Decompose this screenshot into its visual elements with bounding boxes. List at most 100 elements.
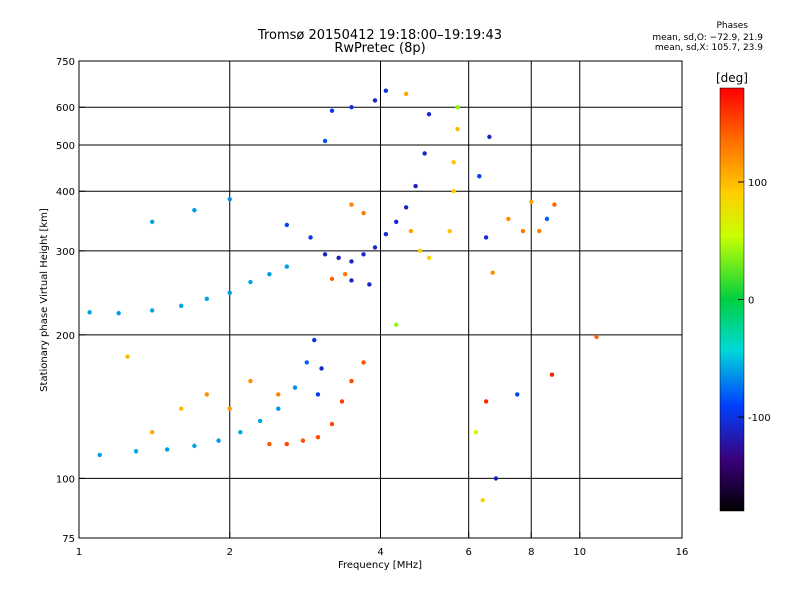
data-point: [594, 334, 599, 340]
data-point: [315, 392, 321, 397]
data-point: [361, 210, 366, 216]
data-point: [483, 399, 489, 404]
data-point: [284, 222, 290, 228]
colorbar-ticks: 100 0 -100: [738, 178, 771, 424]
y-tick-label: 300: [56, 247, 75, 258]
data-point: [349, 278, 354, 283]
data-point: [506, 216, 511, 222]
colorbar-label: [deg]: [716, 71, 748, 85]
data-point: [308, 235, 313, 240]
data-point: [447, 228, 452, 234]
data-point: [451, 160, 456, 165]
data-point: [227, 290, 232, 295]
x-axis-label: Frequency [MHz]: [338, 560, 422, 571]
phase-o-stats: mean, sd,O: −72.9, 21.9: [652, 33, 763, 43]
data-point: [394, 219, 399, 225]
colorbar-tick-label: 0: [748, 296, 754, 307]
data-point: [204, 296, 210, 301]
data-point: [473, 429, 479, 435]
data-point: [367, 282, 372, 287]
data-point: [322, 252, 328, 257]
data-point: [426, 112, 432, 117]
data-point: [477, 174, 482, 179]
data-point: [349, 259, 354, 264]
data-point: [493, 476, 499, 481]
data-point: [179, 406, 184, 411]
data-point: [361, 252, 366, 257]
data-point: [455, 126, 460, 132]
y-tick-label: 500: [56, 141, 75, 152]
x-tick-label: 2: [227, 547, 233, 558]
data-point: [149, 219, 155, 225]
y-tick-label: 200: [56, 331, 75, 342]
y-tick-label: 400: [56, 187, 75, 198]
data-point: [87, 310, 92, 315]
data-point: [322, 138, 328, 144]
data-point: [537, 228, 542, 234]
x-tick-label: 10: [573, 547, 586, 558]
data-point: [267, 441, 272, 447]
data-point: [329, 108, 335, 113]
data-point: [329, 421, 335, 427]
data-point: [413, 183, 418, 189]
data-point: [349, 202, 354, 207]
colorbar-tick-label: 100: [748, 178, 767, 189]
data-point: [304, 360, 309, 365]
data-point: [267, 271, 272, 277]
phase-x-stats: mean, sd,X: 105.7, 23.9: [654, 43, 763, 53]
data-point: [361, 360, 366, 365]
data-point: [544, 216, 550, 222]
data-point: [227, 406, 232, 411]
data-point: [451, 189, 456, 194]
data-point: [179, 303, 184, 309]
data-point: [248, 279, 253, 285]
colorbar-tick-label: -100: [748, 413, 771, 424]
data-point: [336, 255, 341, 261]
data-point: [490, 270, 495, 275]
y-tick-label: 100: [56, 474, 75, 485]
data-point: [192, 207, 197, 213]
y-tick-label: 600: [56, 103, 75, 114]
data-point: [284, 441, 290, 447]
data-point: [133, 449, 139, 454]
data-point: [312, 337, 317, 343]
data-point: [422, 151, 427, 156]
data-point: [192, 443, 197, 449]
phase-title: Phases: [716, 21, 748, 31]
data-point: [394, 322, 399, 327]
data-point: [276, 392, 281, 397]
data-point: [552, 202, 557, 207]
data-point: [248, 378, 253, 384]
data-point: [315, 435, 321, 440]
axis-ticks: 1 2 4 6 8 10 16 75 100 200 300 400 500 600 750: [56, 57, 688, 558]
data-point: [292, 385, 298, 390]
y-tick-label: 750: [56, 57, 75, 68]
data-point: [204, 392, 210, 397]
data-point: [276, 406, 281, 411]
chart-subtitle: RwPretec (8p): [334, 41, 426, 56]
data-point: [372, 245, 378, 250]
data-point: [372, 98, 378, 103]
chart-title: Tromsø 20150412 19:18:00–19:19:43: [257, 28, 503, 43]
data-point: [97, 452, 102, 458]
data-point: [329, 276, 335, 282]
y-tick-label: 75: [62, 534, 75, 545]
data-point: [300, 438, 306, 443]
data-point: [408, 228, 414, 234]
data-point: [149, 308, 155, 313]
data-point: [483, 235, 489, 240]
data-point: [426, 255, 432, 261]
x-tick-label: 4: [377, 547, 383, 558]
data-point: [227, 196, 232, 202]
data-point: [339, 399, 345, 404]
data-point: [238, 429, 243, 435]
data-points: [87, 88, 599, 503]
data-point: [403, 205, 409, 210]
data-point: [403, 91, 409, 97]
data-point: [349, 378, 354, 384]
data-point: [529, 199, 534, 205]
data-point: [520, 228, 526, 234]
data-point: [216, 438, 221, 443]
x-tick-label: 8: [528, 547, 534, 558]
